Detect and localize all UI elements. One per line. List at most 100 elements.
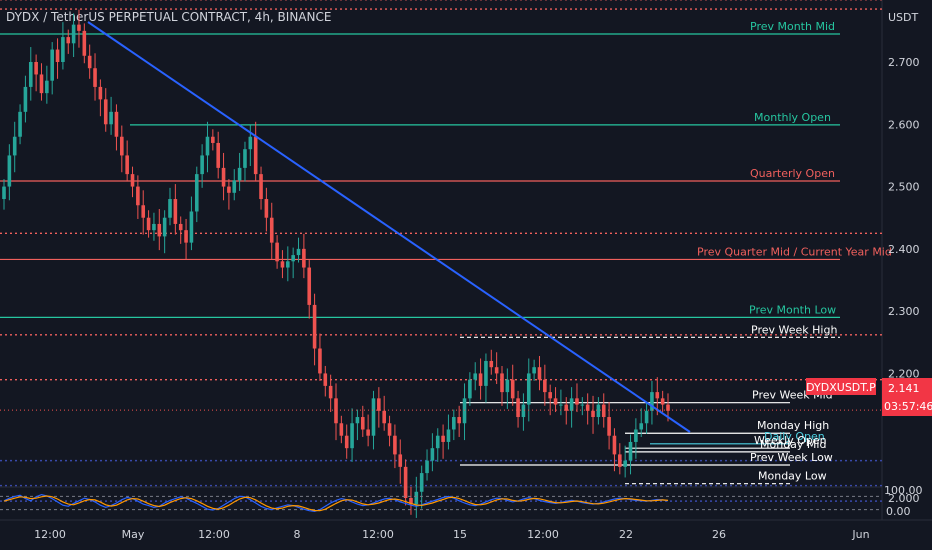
level-label-prev-week-low: Prev Week Low (750, 451, 833, 464)
candle-body (350, 423, 354, 449)
candle-body (152, 223, 156, 231)
candle-body (666, 404, 670, 411)
candle-body (307, 267, 312, 305)
candle-body (548, 392, 552, 399)
price-tick-label: 2.000 (888, 492, 920, 505)
price-tick-label: 2.300 (888, 305, 920, 318)
candle-body (269, 217, 274, 243)
candle-body (543, 379, 547, 393)
candle-body (103, 99, 108, 125)
candle-body (318, 348, 322, 374)
candle-body (205, 136, 210, 156)
last-price-value: 2.141 (888, 382, 920, 395)
candle-body (109, 111, 113, 125)
candle-body (93, 68, 97, 87)
candle-body (623, 460, 627, 467)
candle-body (61, 37, 65, 62)
candle-body (387, 423, 392, 436)
candle-body (344, 435, 349, 449)
level-label-monday-high: Monday High (757, 419, 829, 432)
chart-title: DYDX / TetherUS PERPETUAL CONTRACT, 4h, … (6, 10, 332, 24)
candle-body (457, 417, 461, 424)
candle-body (286, 261, 290, 268)
candle-body (521, 404, 526, 418)
candle-body (237, 167, 242, 181)
candle-body (634, 429, 638, 442)
level-label-daily-open: Daily Open (764, 430, 825, 443)
candle-body (39, 74, 44, 94)
time-tick-label: 12:00 (198, 528, 230, 541)
candle-body (339, 423, 344, 436)
candle-body (194, 174, 199, 212)
osc-tick-label: 100.00 (884, 484, 923, 497)
price-axis-currency: USDT (888, 11, 919, 24)
candle-body (328, 385, 333, 399)
candle-body (377, 398, 381, 411)
candle-body (580, 404, 585, 406)
candle-body (452, 417, 456, 430)
time-tick-label: 26 (712, 528, 726, 541)
candle-body (526, 373, 531, 405)
candle-body (612, 435, 617, 455)
candle-body (478, 373, 483, 386)
candle-body (403, 466, 408, 498)
candle-body (55, 49, 60, 62)
level-label-monday-mid: Monday Mid (760, 438, 826, 451)
candle-body (435, 435, 440, 449)
candle-body (591, 410, 595, 418)
level-label-prev-week-high: Prev Week High (751, 323, 837, 336)
candle-body (178, 223, 183, 231)
candle-body (296, 248, 301, 256)
candle-body (564, 404, 569, 411)
candle-body (259, 174, 263, 200)
candle-body (221, 167, 226, 187)
candle-body (468, 379, 472, 399)
candle-body (184, 230, 188, 243)
candle-body (323, 373, 328, 386)
level-label-quarterly-open: Quarterly Open (750, 167, 835, 180)
candle-body (66, 37, 71, 44)
candle-body (45, 80, 49, 94)
candle-body (141, 205, 146, 218)
candle-body (253, 136, 258, 175)
candle-body (505, 379, 510, 393)
candle-body (243, 149, 247, 168)
oscillator-d-line (3, 495, 669, 512)
trendline[interactable] (87, 21, 691, 433)
osc-tick-label: 0.00 (886, 505, 911, 518)
candle-body (71, 24, 76, 44)
candle-body (559, 404, 563, 406)
candle-body (371, 398, 376, 436)
candle-body (120, 136, 124, 156)
candle-body (532, 367, 536, 374)
candle-body (98, 86, 103, 100)
price-tick-label: 2.700 (888, 56, 920, 69)
candle-body (569, 398, 574, 411)
candle-body (82, 30, 87, 56)
candle-body (302, 248, 306, 268)
candle-body (489, 360, 494, 368)
candle-body (409, 498, 413, 505)
level-label-monthly-open: Monthly Open (754, 111, 831, 124)
candle-body (644, 410, 649, 424)
candle-body (446, 429, 451, 442)
candle-body (660, 398, 665, 405)
candle-body (162, 217, 167, 237)
candle-body (655, 392, 660, 399)
level-label-weekly-open: Weekly Open (754, 434, 827, 447)
candle-body (7, 155, 12, 187)
candle-body (189, 211, 194, 243)
candle-body (414, 491, 419, 505)
candle-body (168, 199, 172, 218)
time-tick-label: 12:00 (362, 528, 394, 541)
candle-body (2, 186, 6, 200)
candle-body (510, 379, 515, 399)
time-tick-label: 15 (453, 528, 467, 541)
candle-body (553, 398, 558, 405)
candle-body (211, 136, 215, 143)
candle-body (248, 136, 253, 150)
candle-body (601, 404, 606, 418)
candle-body (18, 111, 22, 137)
candle-body (130, 174, 135, 187)
